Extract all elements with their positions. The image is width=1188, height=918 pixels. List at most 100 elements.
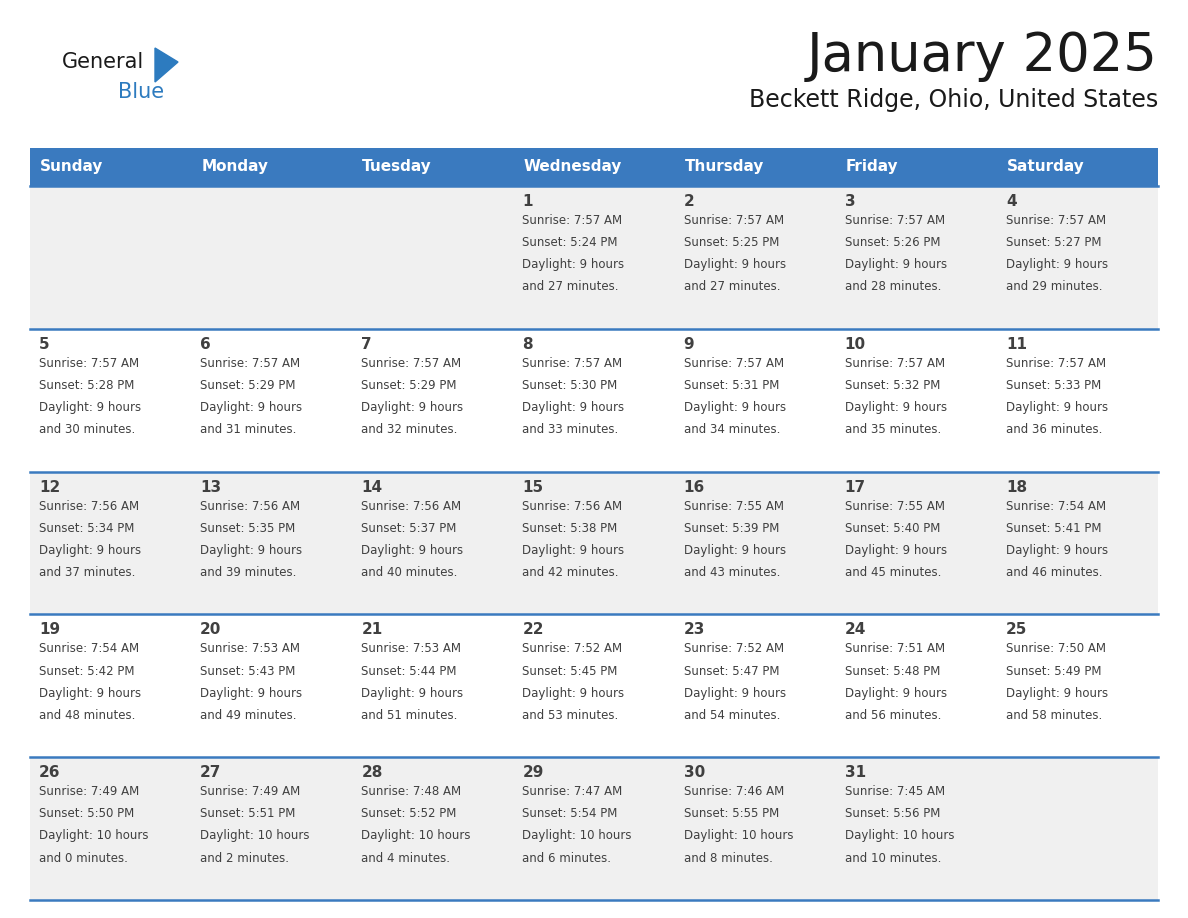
Text: 2: 2 bbox=[683, 194, 694, 209]
Text: Sunrise: 7:52 AM: Sunrise: 7:52 AM bbox=[683, 643, 784, 655]
Text: 25: 25 bbox=[1006, 622, 1028, 637]
Text: and 53 minutes.: and 53 minutes. bbox=[523, 709, 619, 722]
Text: Sunrise: 7:49 AM: Sunrise: 7:49 AM bbox=[200, 785, 301, 798]
Text: Sunrise: 7:56 AM: Sunrise: 7:56 AM bbox=[39, 499, 139, 512]
Text: Sunrise: 7:49 AM: Sunrise: 7:49 AM bbox=[39, 785, 139, 798]
Text: 28: 28 bbox=[361, 766, 383, 780]
Text: Daylight: 9 hours: Daylight: 9 hours bbox=[1006, 543, 1108, 557]
Text: and 2 minutes.: and 2 minutes. bbox=[200, 852, 289, 865]
Text: Tuesday: Tuesday bbox=[362, 160, 432, 174]
Text: and 45 minutes.: and 45 minutes. bbox=[845, 566, 941, 579]
Text: Daylight: 9 hours: Daylight: 9 hours bbox=[683, 258, 785, 271]
Text: Daylight: 9 hours: Daylight: 9 hours bbox=[845, 258, 947, 271]
Bar bbox=[353, 329, 513, 472]
Text: Sunrise: 7:48 AM: Sunrise: 7:48 AM bbox=[361, 785, 461, 798]
Text: 11: 11 bbox=[1006, 337, 1026, 352]
Bar bbox=[30, 757, 191, 900]
Text: Sunrise: 7:57 AM: Sunrise: 7:57 AM bbox=[845, 357, 944, 370]
Bar bbox=[675, 472, 835, 614]
Text: Daylight: 9 hours: Daylight: 9 hours bbox=[361, 687, 463, 700]
Text: Daylight: 10 hours: Daylight: 10 hours bbox=[200, 830, 310, 843]
Text: Sunset: 5:37 PM: Sunset: 5:37 PM bbox=[361, 521, 456, 534]
Text: Daylight: 9 hours: Daylight: 9 hours bbox=[523, 687, 625, 700]
Text: Sunset: 5:25 PM: Sunset: 5:25 PM bbox=[683, 236, 779, 249]
Text: and 36 minutes.: and 36 minutes. bbox=[1006, 423, 1102, 436]
Text: and 27 minutes.: and 27 minutes. bbox=[683, 280, 781, 294]
Text: 19: 19 bbox=[39, 622, 61, 637]
Text: Sunrise: 7:57 AM: Sunrise: 7:57 AM bbox=[523, 357, 623, 370]
Bar bbox=[675, 329, 835, 472]
Text: 27: 27 bbox=[200, 766, 221, 780]
Text: Sunrise: 7:47 AM: Sunrise: 7:47 AM bbox=[523, 785, 623, 798]
Text: Sunset: 5:51 PM: Sunset: 5:51 PM bbox=[200, 807, 296, 821]
Bar bbox=[191, 186, 353, 329]
Text: Daylight: 9 hours: Daylight: 9 hours bbox=[39, 543, 141, 557]
Text: Wednesday: Wednesday bbox=[524, 160, 621, 174]
Bar bbox=[835, 186, 997, 329]
Text: and 10 minutes.: and 10 minutes. bbox=[845, 852, 941, 865]
Bar bbox=[353, 148, 513, 186]
Bar bbox=[835, 614, 997, 757]
Text: and 54 minutes.: and 54 minutes. bbox=[683, 709, 781, 722]
Text: Daylight: 9 hours: Daylight: 9 hours bbox=[1006, 401, 1108, 414]
Bar bbox=[191, 472, 353, 614]
Text: Sunset: 5:48 PM: Sunset: 5:48 PM bbox=[845, 665, 940, 677]
Text: 10: 10 bbox=[845, 337, 866, 352]
Text: Saturday: Saturday bbox=[1007, 160, 1085, 174]
Text: 6: 6 bbox=[200, 337, 211, 352]
Text: Sunrise: 7:56 AM: Sunrise: 7:56 AM bbox=[361, 499, 461, 512]
Text: Daylight: 9 hours: Daylight: 9 hours bbox=[361, 401, 463, 414]
Text: Sunset: 5:42 PM: Sunset: 5:42 PM bbox=[39, 665, 134, 677]
Text: and 43 minutes.: and 43 minutes. bbox=[683, 566, 781, 579]
Text: and 39 minutes.: and 39 minutes. bbox=[200, 566, 297, 579]
Text: Sunrise: 7:57 AM: Sunrise: 7:57 AM bbox=[39, 357, 139, 370]
Bar bbox=[353, 472, 513, 614]
Text: Sunrise: 7:57 AM: Sunrise: 7:57 AM bbox=[361, 357, 461, 370]
Text: Sunset: 5:54 PM: Sunset: 5:54 PM bbox=[523, 807, 618, 821]
Text: and 32 minutes.: and 32 minutes. bbox=[361, 423, 457, 436]
Bar bbox=[997, 614, 1158, 757]
Text: Daylight: 9 hours: Daylight: 9 hours bbox=[1006, 687, 1108, 700]
Text: Sunrise: 7:57 AM: Sunrise: 7:57 AM bbox=[683, 357, 784, 370]
Text: 29: 29 bbox=[523, 766, 544, 780]
Text: Sunset: 5:43 PM: Sunset: 5:43 PM bbox=[200, 665, 296, 677]
Bar bbox=[513, 757, 675, 900]
Bar bbox=[835, 757, 997, 900]
Text: Sunset: 5:47 PM: Sunset: 5:47 PM bbox=[683, 665, 779, 677]
Text: and 35 minutes.: and 35 minutes. bbox=[845, 423, 941, 436]
Text: Sunrise: 7:57 AM: Sunrise: 7:57 AM bbox=[683, 214, 784, 227]
Text: Sunrise: 7:52 AM: Sunrise: 7:52 AM bbox=[523, 643, 623, 655]
Text: Sunset: 5:55 PM: Sunset: 5:55 PM bbox=[683, 807, 779, 821]
Text: Daylight: 9 hours: Daylight: 9 hours bbox=[845, 687, 947, 700]
Text: Sunrise: 7:55 AM: Sunrise: 7:55 AM bbox=[845, 499, 944, 512]
Text: Sunset: 5:30 PM: Sunset: 5:30 PM bbox=[523, 379, 618, 392]
Text: Sunrise: 7:54 AM: Sunrise: 7:54 AM bbox=[39, 643, 139, 655]
Text: and 51 minutes.: and 51 minutes. bbox=[361, 709, 457, 722]
Text: 31: 31 bbox=[845, 766, 866, 780]
Bar bbox=[835, 472, 997, 614]
Text: and 28 minutes.: and 28 minutes. bbox=[845, 280, 941, 294]
Text: Sunrise: 7:57 AM: Sunrise: 7:57 AM bbox=[1006, 357, 1106, 370]
Text: Sunset: 5:31 PM: Sunset: 5:31 PM bbox=[683, 379, 779, 392]
Text: Sunrise: 7:57 AM: Sunrise: 7:57 AM bbox=[845, 214, 944, 227]
Text: and 37 minutes.: and 37 minutes. bbox=[39, 566, 135, 579]
Text: and 27 minutes.: and 27 minutes. bbox=[523, 280, 619, 294]
Text: Beckett Ridge, Ohio, United States: Beckett Ridge, Ohio, United States bbox=[748, 88, 1158, 112]
Text: Daylight: 9 hours: Daylight: 9 hours bbox=[523, 258, 625, 271]
Text: Sunset: 5:38 PM: Sunset: 5:38 PM bbox=[523, 521, 618, 534]
Text: Sunset: 5:40 PM: Sunset: 5:40 PM bbox=[845, 521, 940, 534]
Text: 13: 13 bbox=[200, 479, 221, 495]
Bar bbox=[675, 186, 835, 329]
Text: Sunset: 5:33 PM: Sunset: 5:33 PM bbox=[1006, 379, 1101, 392]
Text: and 8 minutes.: and 8 minutes. bbox=[683, 852, 772, 865]
Bar bbox=[513, 329, 675, 472]
Text: Sunrise: 7:46 AM: Sunrise: 7:46 AM bbox=[683, 785, 784, 798]
Bar bbox=[997, 472, 1158, 614]
Text: Sunrise: 7:45 AM: Sunrise: 7:45 AM bbox=[845, 785, 944, 798]
Text: Sunday: Sunday bbox=[40, 160, 103, 174]
Text: Sunrise: 7:53 AM: Sunrise: 7:53 AM bbox=[361, 643, 461, 655]
Text: 14: 14 bbox=[361, 479, 383, 495]
Text: Daylight: 9 hours: Daylight: 9 hours bbox=[845, 543, 947, 557]
Bar bbox=[835, 329, 997, 472]
Text: and 4 minutes.: and 4 minutes. bbox=[361, 852, 450, 865]
